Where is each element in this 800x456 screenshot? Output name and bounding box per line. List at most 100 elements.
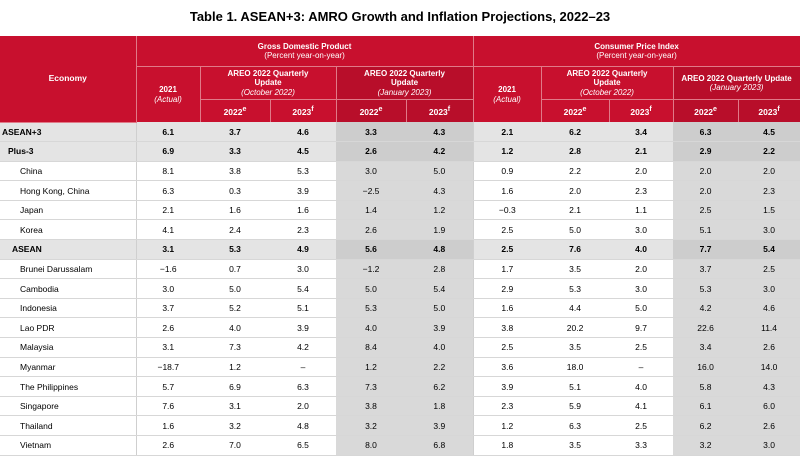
value-cell: 2.9 [472,278,542,299]
value-cell: 14.0 [738,357,800,378]
value-cell: 2.3 [472,396,542,417]
value-cell: 2.3 [738,180,800,201]
table-row: Korea 4.1 2.4 2.3 2.6 1.9 2.5 5.0 3.0 5.1 3.0 [0,219,800,241]
value-cell: 7.0 [200,435,270,456]
value-cell: 1.2 [406,200,474,221]
value-cell: 3.8 [200,161,270,182]
table-row: Singapore 7.6 3.1 2.0 3.8 1.8 2.3 5.9 4.1 6.1 6.0 [0,396,800,417]
value-cell: 5.6 [336,239,406,260]
value-cell: 22.6 [673,317,739,339]
sup-f: f [447,104,451,113]
value-cell: 5.0 [406,161,474,182]
value-cell: 2.1 [609,141,674,162]
value-cell: 5.0 [336,278,406,299]
value-cell: 2.2 [738,141,800,162]
sup-f: f [777,104,780,113]
value-cell: 1.1 [609,200,674,221]
economy-name: The Philippines [0,376,137,397]
value-cell: 1.6 [200,200,270,221]
sup-e: e [582,104,587,113]
value-cell: 1.4 [336,200,406,221]
value-cell: 1.7 [472,259,542,280]
economy-name: ASEAN [0,239,137,260]
value-cell: 1.8 [406,396,474,417]
value-cell: 6.5 [270,435,336,456]
value-cell: 0.7 [200,259,270,280]
value-cell: 8.4 [336,337,406,358]
value-cell: – [609,357,674,378]
cpi-oct-2022-header: 2022e [541,99,610,122]
value-cell: 4.4 [541,298,610,319]
table-row: Myanmar −18.7 1.2–1.2 2.2 3.6 18.0–16.0 14.0 [0,357,800,378]
gdp-group-header: Gross Domestic Product (Percent year-on-… [136,36,474,67]
cpi-2021-year: 2021 [498,85,516,95]
value-cell: 1.6 [270,200,336,221]
value-cell: 3.7 [200,122,270,143]
value-cell: 3.5 [541,337,610,358]
value-cell: 6.9 [200,376,270,397]
value-cell: 4.6 [270,122,336,143]
value-cell: 1.2 [472,141,542,162]
value-cell: 9.7 [609,317,674,339]
value-cell: 3.0 [136,278,200,299]
value-cell: 5.1 [673,219,739,241]
value-cell: 5.3 [270,161,336,182]
value-cell: 2.8 [406,259,474,280]
value-cell: 5.0 [541,219,610,241]
value-cell: 6.0 [738,396,800,417]
table-row: The Philippines 5.7 6.9 6.3 7.3 6.2 3.9 5.1 4.0 5… [0,376,800,397]
value-cell: −1.2 [336,259,406,280]
value-cell: 5.3 [336,298,406,319]
table-row: China 8.1 3.8 5.3 3.0 5.0 0.9 2.2 2.0 2.0 2.0 [0,161,800,182]
value-cell: 3.0 [270,259,336,280]
value-cell: 2.2 [406,357,474,378]
table-row: Lao PDR 2.6 4.0 3.9 4.0 3.9 3.8 20.2 9.7 22.6 11.4 [0,317,800,339]
value-cell: – [270,357,336,378]
value-cell: 2.1 [541,200,610,221]
value-cell: 4.9 [270,239,336,260]
value-cell: 20.2 [541,317,610,339]
economy-name: ASEAN+3 [0,122,137,143]
table-row: ASEAN 3.1 5.3 4.9 5.6 4.8 2.5 7.6 4.0 7.7 5.4 [0,239,800,260]
value-cell: 5.4 [406,278,474,299]
gdp-title: Gross Domestic Product [257,41,352,51]
year-label: 2022 [694,106,714,117]
economy-name: Hong Kong, China [0,180,137,201]
cpi-jan-2023-header: 2023f [738,99,800,122]
value-cell: 5.4 [738,239,800,260]
value-cell: 2.5 [738,259,800,280]
value-cell: 2.0 [673,161,739,182]
value-cell: 3.4 [673,337,739,358]
value-cell: 7.7 [673,239,739,260]
year-label: 2023 [630,106,650,117]
value-cell: 2.6 [136,435,200,456]
value-cell: 4.2 [270,337,336,358]
gdp-jan-2022-header: 2022e [336,99,407,122]
value-cell: 3.0 [738,219,800,241]
value-cell: 5.4 [270,278,336,299]
value-cell: 5.1 [270,298,336,319]
value-cell: 3.1 [136,337,200,358]
sup-e: e [378,104,383,113]
gdp-oct-date: (October 2022) [241,87,295,97]
cpi-title: Consumer Price Index [594,41,679,51]
value-cell: 3.0 [609,219,674,241]
value-cell: 2.1 [136,200,200,221]
table-row: Vietnam 2.6 7.0 6.5 8.0 6.8 1.8 3.5 3.3 3.2 3.0 [0,435,800,456]
year-label: 2023 [758,106,778,117]
value-cell: 5.7 [136,376,200,397]
value-cell: 1.2 [200,357,270,378]
year-label: 2022 [359,106,379,117]
value-cell: 7.6 [541,239,610,260]
sup-e: e [713,104,717,113]
value-cell: 5.3 [541,278,610,299]
value-cell: 4.0 [406,337,474,358]
value-cell: 2.5 [472,219,542,241]
value-cell: 6.3 [270,376,336,397]
value-cell: 4.5 [738,122,800,143]
value-cell: 6.2 [541,122,610,143]
value-cell: 4.1 [136,219,200,241]
value-cell: 5.8 [673,376,739,397]
value-cell: 3.4 [609,122,674,143]
gdp-oct-2023-header: 2023f [270,99,337,122]
